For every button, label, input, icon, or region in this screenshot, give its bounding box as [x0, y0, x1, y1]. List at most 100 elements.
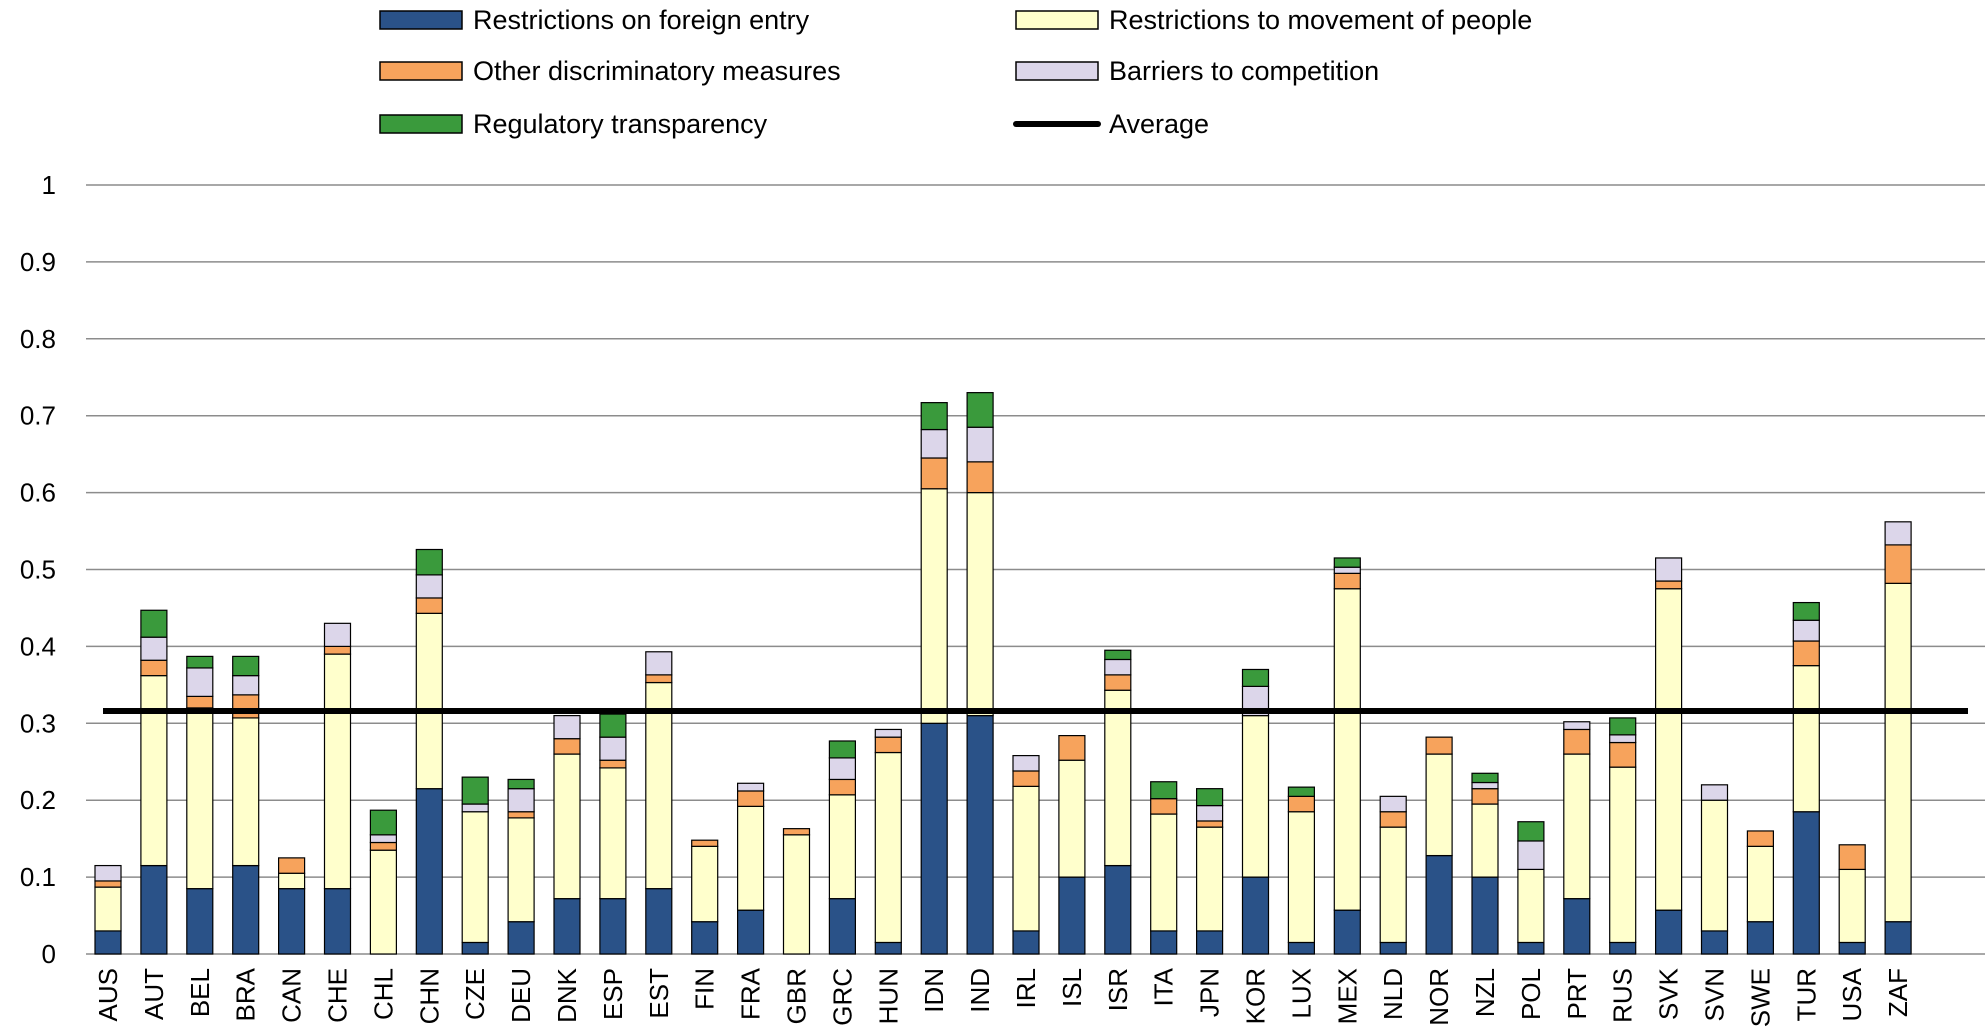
bar-segment-restrictions-to-movement-of-people — [323, 653, 352, 890]
bar-segment-restrictions-to-movement-of-people — [1150, 813, 1178, 932]
bar-segment-other-discriminatory-measures — [1333, 572, 1361, 590]
bar-segment-other-discriminatory-measures — [1609, 741, 1637, 768]
x-tick-label: NZL — [1470, 968, 1500, 1017]
bar-segment-restrictions-to-movement-of-people — [415, 612, 443, 790]
bar-segment-restrictions-on-foreign-entry — [1333, 909, 1361, 955]
bar-segment-barriers-to-competition — [1517, 840, 1545, 871]
bar-segment-regulatory-transparency — [1150, 781, 1178, 800]
bar-stack-chn — [415, 548, 443, 955]
bar-segment-restrictions-to-movement-of-people — [1654, 588, 1683, 911]
bar-segment-restrictions-on-foreign-entry — [278, 888, 306, 955]
legend-item-barriers-to-competition: Barriers to competition — [1015, 56, 1379, 86]
bar-segment-other-discriminatory-measures — [1884, 544, 1912, 584]
bar-segment-other-discriminatory-measures — [1195, 820, 1224, 828]
bar-segment-barriers-to-competition — [1563, 721, 1591, 731]
bar-segment-restrictions-on-foreign-entry — [599, 898, 627, 955]
bar-segment-barriers-to-competition — [1012, 754, 1040, 772]
legend-label: Barriers to competition — [1109, 56, 1379, 86]
bar-stack-zaf — [1884, 521, 1912, 955]
bar-segment-restrictions-to-movement-of-people — [553, 753, 581, 900]
bar-stack-pol — [1517, 821, 1545, 955]
legend-label: Restrictions to movement of people — [1109, 5, 1532, 35]
x-axis: AUS AUT BEL BRA CAN CHE CHL CHN CZE DEU DNK ESP EST F… — [93, 967, 1913, 1027]
bar-segment-barriers-to-competition — [1379, 795, 1407, 813]
bar-segment-barriers-to-competition — [553, 715, 581, 740]
bar-segment-restrictions-to-movement-of-people — [1241, 715, 1270, 878]
x-tick-label: NOR — [1424, 968, 1454, 1026]
y-axis: 0 0.1 0.2 0.3 0.4 0.5 0.6 0.7 0.8 0.9 1 — [20, 170, 56, 969]
bar-stack-grc — [828, 740, 857, 955]
bar-segment-regulatory-transparency — [369, 809, 397, 836]
y-tick-label: 0.9 — [20, 247, 56, 277]
bar-segment-other-discriminatory-measures — [1058, 735, 1086, 761]
x-tick-label: CHE — [323, 968, 353, 1023]
bar-segment-barriers-to-competition — [1700, 784, 1729, 801]
bar-stack-svk — [1654, 557, 1683, 955]
bar-segment-restrictions-to-movement-of-people — [1012, 785, 1040, 932]
x-tick-label: IND — [965, 968, 995, 1013]
bar-stack-hun — [874, 728, 902, 955]
x-tick-label: CHN — [414, 968, 444, 1024]
bar-segment-restrictions-to-movement-of-people — [1425, 753, 1453, 857]
bar-segment-barriers-to-competition — [461, 803, 489, 813]
x-tick-label: SVN — [1700, 968, 1730, 1021]
bar-stack-nld — [1379, 795, 1407, 955]
bar-segment-restrictions-to-movement-of-people — [1517, 868, 1545, 944]
bar-stack-rus — [1609, 717, 1637, 955]
bar-segment-barriers-to-competition — [1333, 566, 1361, 574]
bar-segment-restrictions-on-foreign-entry — [1884, 921, 1912, 955]
bar-segment-restrictions-to-movement-of-people — [232, 717, 260, 867]
bar-stack-dnk — [553, 715, 581, 955]
bar-segment-restrictions-on-foreign-entry — [1058, 876, 1086, 955]
bar-segment-regulatory-transparency — [1333, 557, 1361, 568]
bar-segment-barriers-to-competition — [1792, 619, 1820, 642]
bar-segment-regulatory-transparency — [1104, 649, 1132, 661]
bar-segment-other-discriminatory-measures — [1838, 844, 1866, 871]
bar-segment-other-discriminatory-measures — [507, 811, 535, 819]
bar-segment-restrictions-on-foreign-entry — [1425, 854, 1453, 955]
bar-segment-restrictions-on-foreign-entry — [461, 941, 489, 955]
x-tick-label: DEU — [506, 968, 536, 1023]
bar-stack-jpn — [1195, 788, 1224, 955]
bar-segment-restrictions-on-foreign-entry — [553, 898, 581, 955]
bar-segment-restrictions-to-movement-of-people — [1471, 803, 1499, 878]
bar-segment-restrictions-on-foreign-entry — [1517, 941, 1545, 955]
legend: Restrictions on foreign entry Restriction… — [379, 5, 1532, 139]
bar-segment-restrictions-on-foreign-entry — [94, 930, 122, 955]
bar-segment-regulatory-transparency — [920, 402, 948, 431]
bar-segment-restrictions-to-movement-of-people — [1563, 753, 1591, 900]
bar-stack-deu — [507, 778, 535, 955]
bar-segment-other-discriminatory-measures — [1012, 770, 1040, 787]
x-tick-label: SWE — [1745, 968, 1775, 1027]
bar-segment-barriers-to-competition — [369, 834, 397, 844]
bar-segment-restrictions-to-movement-of-people — [966, 492, 994, 717]
bar-stack-chl — [369, 809, 397, 955]
bar-segment-restrictions-on-foreign-entry — [1746, 921, 1775, 955]
bar-segment-regulatory-transparency — [415, 548, 443, 576]
legend-swatch — [1015, 10, 1099, 30]
bar-segment-restrictions-on-foreign-entry — [1287, 941, 1316, 955]
bar-segment-other-discriminatory-measures — [1379, 811, 1407, 828]
legend-swatch — [379, 10, 463, 30]
bar-segment-restrictions-on-foreign-entry — [1838, 941, 1866, 955]
y-tick-label: 0.6 — [20, 478, 56, 508]
bar-segment-regulatory-transparency — [1287, 786, 1316, 797]
bar-segment-barriers-to-competition — [415, 574, 443, 599]
legend-item-restrictions-to-movement-of-people: Restrictions to movement of people — [1015, 5, 1532, 35]
bar-segment-restrictions-to-movement-of-people — [1884, 582, 1912, 923]
bar-segment-restrictions-to-movement-of-people — [1058, 759, 1086, 878]
bar-segment-regulatory-transparency — [1609, 717, 1637, 736]
x-tick-label: FIN — [690, 968, 720, 1010]
x-tick-label: EST — [644, 968, 674, 1019]
bar-segment-restrictions-to-movement-of-people — [507, 817, 535, 923]
bar-segment-barriers-to-competition — [323, 622, 352, 648]
bar-segment-restrictions-on-foreign-entry — [736, 909, 765, 955]
bar-segment-other-discriminatory-measures — [1150, 798, 1178, 815]
bar-segment-other-discriminatory-measures — [691, 839, 719, 847]
bar-segment-restrictions-to-movement-of-people — [369, 849, 397, 955]
bar-stack-fra — [736, 782, 765, 955]
y-tick-label: 0.5 — [20, 555, 56, 585]
x-tick-label: BEL — [185, 968, 215, 1017]
bar-segment-other-discriminatory-measures — [966, 461, 994, 494]
bar-segment-regulatory-transparency — [232, 655, 260, 677]
